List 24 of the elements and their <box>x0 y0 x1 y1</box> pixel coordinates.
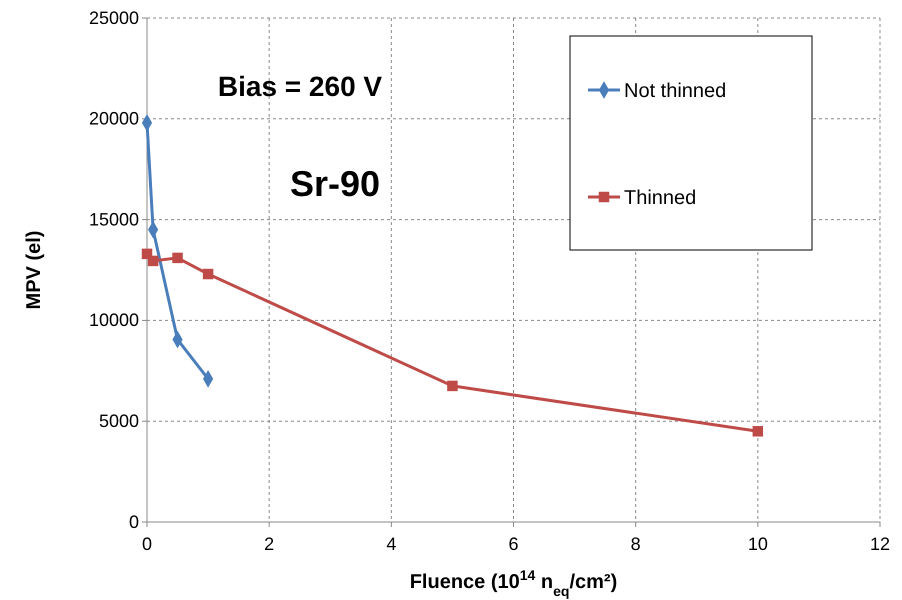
x-tick-label: 0 <box>142 534 152 554</box>
x-tick-label: 10 <box>748 534 768 554</box>
x-tick-label: 12 <box>870 534 890 554</box>
point <box>447 380 458 392</box>
point <box>148 256 158 266</box>
legend-label: Thinned <box>624 187 696 209</box>
point <box>202 268 214 280</box>
x-tick-label: 8 <box>630 534 641 554</box>
annotation: Sr-90 <box>290 163 380 204</box>
y-tick-label: 20000 <box>88 108 139 129</box>
legend-label: Not thinned <box>624 80 726 102</box>
annotation: Bias = 260 V <box>218 71 382 102</box>
x-tick-label: 2 <box>264 534 274 554</box>
y-tick-label: 10000 <box>88 310 139 330</box>
x-tick-label: 6 <box>508 534 519 554</box>
y-tick-label: 25000 <box>88 8 139 28</box>
point <box>172 252 183 264</box>
x-tick-label: 4 <box>386 534 396 554</box>
y-tick-label: 0 <box>128 512 139 532</box>
y-axis-title: MPV (el) <box>23 230 45 310</box>
y-tick-label: 5000 <box>98 410 139 431</box>
point <box>752 426 764 437</box>
y-tick-label: 15000 <box>88 209 139 230</box>
x-axis-title: Fluence (10$^{14}$ n$_{eq}$/cm²) <box>410 567 618 599</box>
